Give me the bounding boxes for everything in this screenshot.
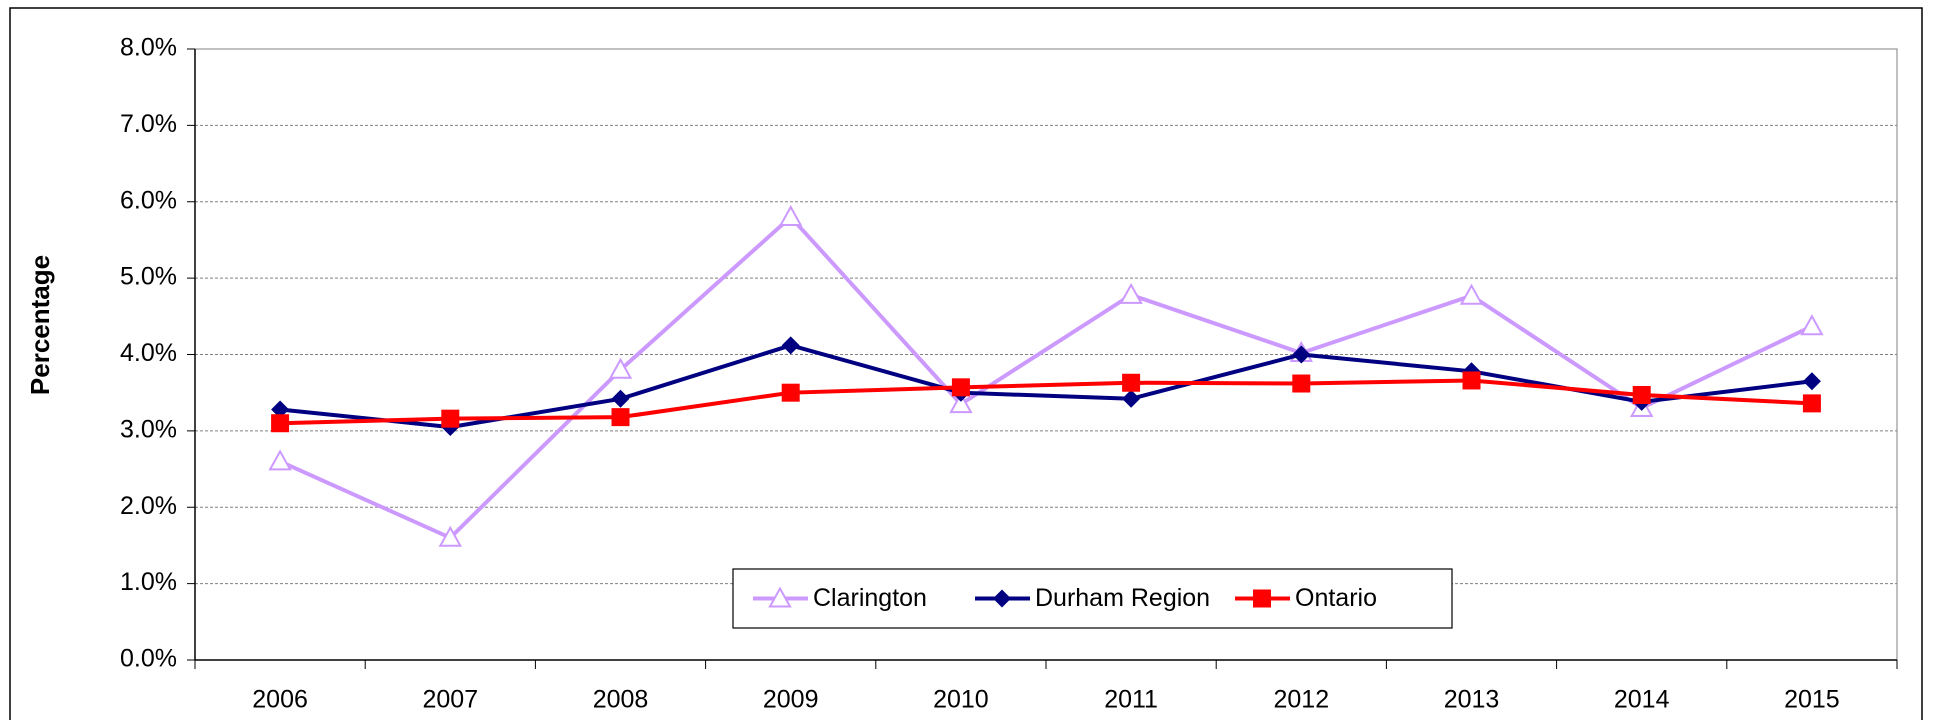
legend-label: Clarington (813, 584, 927, 612)
legend-label: Ontario (1295, 584, 1377, 612)
y-tick-label: 8.0% (120, 34, 177, 62)
marker (1292, 374, 1311, 393)
y-tick-label: 2.0% (120, 492, 177, 520)
marker (1800, 314, 1824, 336)
y-tick-label: 4.0% (120, 339, 177, 367)
marker (611, 408, 630, 427)
marker (781, 336, 800, 355)
marker (271, 414, 290, 433)
x-tick-label: 2008 (593, 686, 649, 714)
legend (732, 568, 1453, 629)
x-tick-label: 2013 (1444, 686, 1500, 714)
marker (779, 204, 803, 227)
marker (951, 378, 970, 397)
series-line (279, 214, 1813, 541)
marker (1459, 283, 1484, 305)
y-tick-label: 1.0% (120, 568, 177, 596)
marker (1462, 371, 1481, 390)
x-tick-label: 2009 (763, 686, 819, 714)
marker (611, 389, 630, 408)
marker (1253, 589, 1271, 608)
x-tick-label: 2012 (1273, 686, 1329, 714)
x-tick-label: 2014 (1614, 686, 1670, 714)
marker (268, 449, 292, 471)
marker (271, 400, 290, 419)
marker (1632, 385, 1651, 404)
legend-label: Durham Region (1035, 584, 1210, 612)
series-line (280, 378, 1812, 426)
marker (1802, 372, 1821, 391)
x-tick-label: 2010 (933, 686, 989, 714)
y-axis-label: Percentage (25, 255, 55, 395)
marker (608, 357, 633, 379)
marker (1122, 389, 1141, 408)
series (271, 371, 1821, 433)
marker (1119, 282, 1143, 304)
y-tick-label: 6.0% (120, 186, 177, 214)
y-tick-label: 0.0% (120, 645, 177, 673)
marker (993, 589, 1011, 608)
marker (1802, 394, 1821, 413)
marker (781, 383, 800, 402)
x-tick-label: 2006 (252, 686, 308, 714)
marker (438, 525, 462, 547)
x-tick-label: 2011 (1104, 686, 1158, 714)
marker (1292, 345, 1311, 364)
x-tick-label: 2007 (422, 686, 478, 714)
y-tick-label: 7.0% (120, 110, 177, 138)
marker (1122, 373, 1141, 392)
marker (949, 392, 973, 414)
x-tick-label: 2015 (1784, 686, 1840, 714)
marker (768, 586, 792, 608)
y-tick-label: 3.0% (120, 415, 177, 443)
y-tick-label: 5.0% (120, 263, 177, 291)
marker (441, 409, 460, 428)
